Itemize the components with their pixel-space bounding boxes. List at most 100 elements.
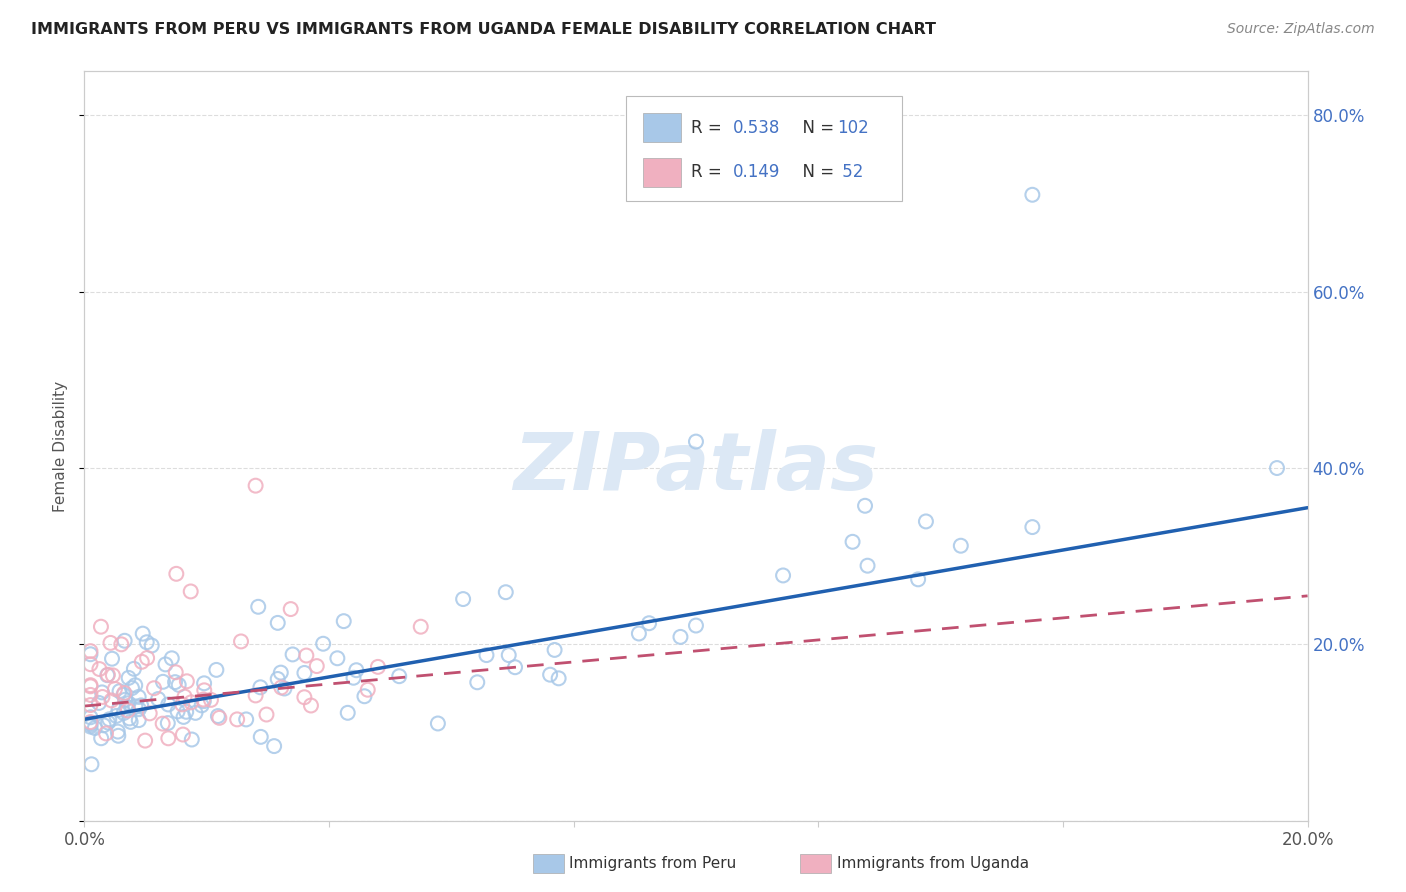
Point (543, 643, 565, 657)
Point (124, 699, 146, 714)
Point (166, 705, 188, 719)
Point (155, 657, 177, 672)
Point (167, 678, 190, 692)
Point (79, 698, 101, 712)
Point (129, 698, 152, 713)
Point (388, 669, 411, 683)
Y-axis label: Female Disability: Female Disability (53, 380, 69, 512)
Point (332, 614, 354, 628)
Point (157, 698, 180, 712)
Point (118, 711, 141, 725)
Point (853, 499, 876, 513)
Point (292, 690, 315, 705)
Point (256, 707, 278, 722)
Point (190, 698, 212, 713)
Point (273, 681, 295, 696)
Point (79, 644, 101, 658)
Point (107, 729, 129, 743)
Point (101, 668, 124, 682)
Point (409, 620, 432, 634)
Point (305, 659, 328, 673)
Point (89, 662, 111, 676)
Point (205, 663, 228, 677)
Point (110, 637, 132, 651)
Point (128, 690, 150, 704)
Point (245, 478, 267, 492)
Point (180, 584, 202, 599)
Point (87, 696, 110, 710)
Point (117, 696, 139, 710)
Point (90, 731, 112, 746)
Point (91, 690, 114, 704)
Point (128, 713, 150, 727)
Point (160, 651, 183, 665)
Point (143, 681, 166, 696)
Point (172, 727, 194, 741)
Point (312, 637, 335, 651)
Point (208, 711, 231, 725)
Point (115, 699, 138, 714)
Point (83, 721, 105, 735)
Point (79, 678, 101, 692)
Point (148, 692, 170, 706)
Point (117, 671, 139, 685)
Point (685, 618, 707, 632)
Point (193, 676, 215, 690)
Point (451, 592, 474, 607)
Point (1021, 520, 1043, 534)
Point (229, 634, 252, 648)
Point (176, 674, 198, 689)
Point (174, 705, 197, 719)
Point (132, 626, 155, 640)
Point (235, 713, 257, 727)
Point (79, 714, 101, 729)
Point (128, 702, 150, 716)
Point (90, 620, 112, 634)
Point (94, 726, 117, 740)
Point (226, 712, 249, 726)
Point (131, 655, 153, 669)
Point (122, 662, 145, 676)
Point (101, 651, 124, 665)
Point (357, 682, 380, 697)
Point (100, 636, 122, 650)
Point (247, 599, 270, 614)
Point (367, 660, 389, 674)
Point (173, 710, 195, 724)
Point (344, 663, 367, 677)
Point (295, 648, 318, 663)
Point (495, 585, 517, 599)
Point (97, 667, 120, 681)
Point (79, 657, 101, 672)
Text: N =: N = (793, 163, 839, 181)
Point (547, 671, 569, 685)
Point (79, 647, 101, 661)
Point (503, 660, 526, 674)
Point (100, 693, 122, 707)
Point (79, 688, 101, 702)
Text: 0.149: 0.149 (734, 163, 780, 181)
Text: N =: N = (793, 119, 839, 136)
Point (193, 694, 215, 708)
Point (249, 680, 271, 694)
Point (156, 716, 179, 731)
Point (108, 684, 131, 698)
Point (299, 698, 322, 713)
Point (342, 671, 364, 685)
Point (475, 648, 498, 662)
Point (138, 706, 160, 721)
Point (93, 718, 115, 732)
Point (281, 648, 304, 662)
Point (538, 667, 561, 681)
Point (79, 720, 101, 734)
Text: Immigrants from Uganda: Immigrants from Uganda (837, 856, 1029, 871)
Point (353, 690, 375, 704)
Point (193, 683, 215, 698)
Text: 52: 52 (838, 163, 863, 181)
Point (669, 630, 692, 644)
Point (180, 732, 202, 747)
Point (121, 681, 143, 695)
Text: 0.538: 0.538 (734, 119, 780, 136)
Text: Immigrants from Peru: Immigrants from Peru (569, 856, 737, 871)
Point (141, 639, 163, 653)
